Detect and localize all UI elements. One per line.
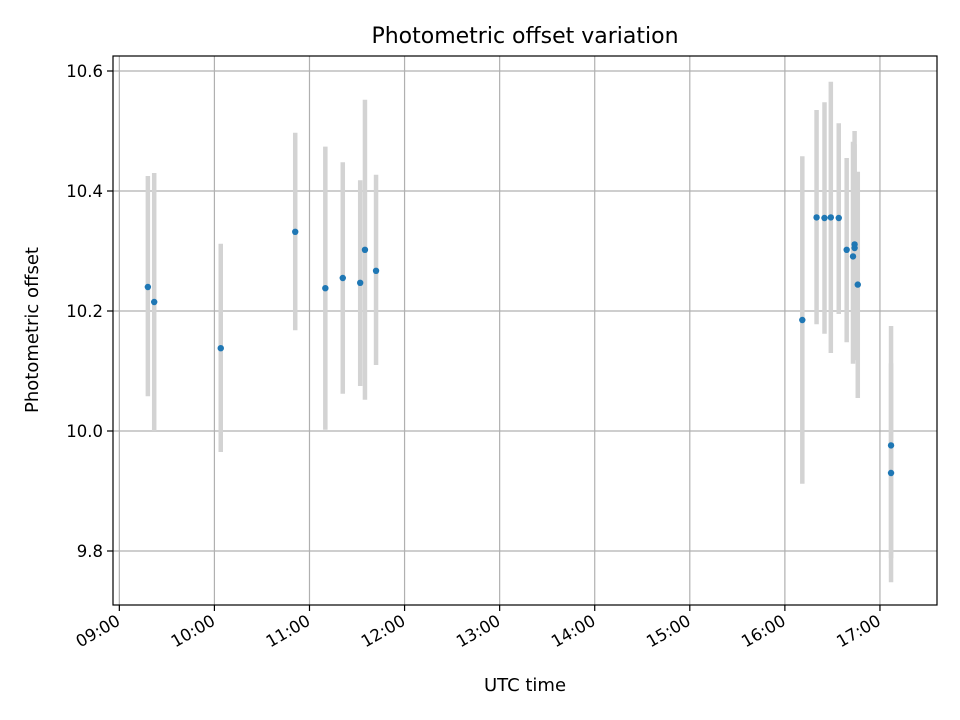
- y-tick-label: 10.6: [66, 62, 103, 81]
- data-point: [821, 214, 828, 222]
- data-point: [887, 469, 895, 477]
- data-point: [144, 283, 152, 291]
- grid: [113, 56, 937, 605]
- y-tick-label: 10.4: [66, 182, 103, 201]
- data-point: [357, 279, 364, 286]
- y-axis-ticks: 9.8 10.0 10.2 10.4 10.6: [66, 62, 113, 561]
- data-point: [217, 345, 224, 352]
- data-point: [322, 285, 329, 292]
- data-point: [827, 214, 835, 221]
- data-point: [799, 316, 806, 324]
- data-point: [361, 246, 369, 253]
- data-point: [292, 228, 299, 235]
- plot-frame: [112, 55, 938, 606]
- data-points: [144, 214, 895, 477]
- data-point: [835, 214, 842, 222]
- chart-title: Photometric offset variation: [371, 24, 678, 49]
- y-tick-label: 10.0: [66, 422, 103, 441]
- data-point: [843, 246, 850, 253]
- data-point: [372, 267, 380, 274]
- data-point: [151, 298, 158, 306]
- y-axis-label: Photometric offset: [22, 247, 43, 413]
- y-tick-label: 10.2: [66, 302, 103, 321]
- data-point: [813, 214, 820, 221]
- data-point: [849, 253, 857, 260]
- x-axis-label: UTC time: [484, 675, 566, 696]
- data-point: [851, 244, 858, 252]
- data-point: [854, 281, 861, 288]
- data-point: [339, 274, 346, 282]
- data-point: [887, 442, 895, 449]
- y-tick-label: 9.8: [77, 542, 103, 561]
